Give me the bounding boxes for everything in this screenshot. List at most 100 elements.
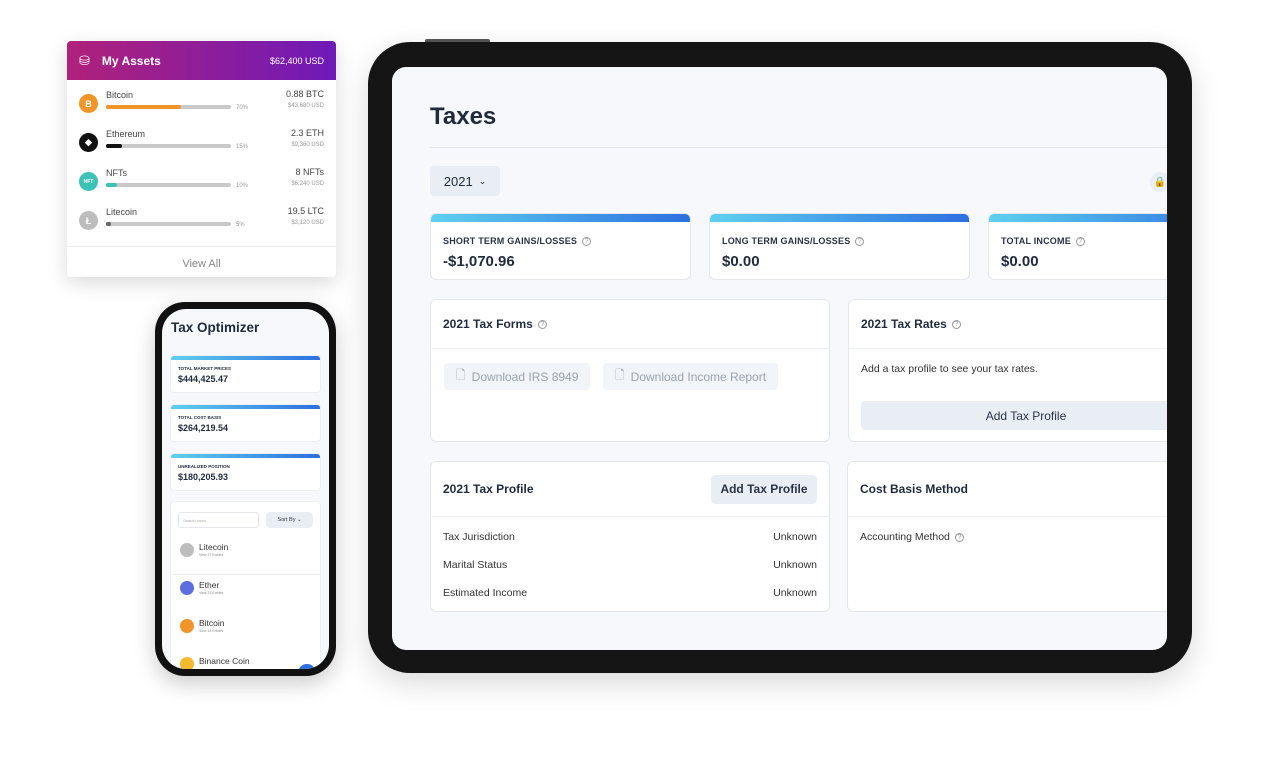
asset-percent: 5% xyxy=(236,222,245,228)
total-value: $62,400 USD xyxy=(269,55,324,66)
bitcoin-icon: B xyxy=(79,94,98,113)
coin-name: Litecoin xyxy=(199,542,229,552)
coin-name: Ether xyxy=(199,580,220,590)
asset-row[interactable]: ◆ Ethereum 15% 2.3 ETH $9,360 USD xyxy=(67,123,336,162)
asset-percent: 15% xyxy=(236,144,249,150)
row-value: Unknown xyxy=(773,559,817,571)
tablet-screen: Taxes 2021 ⌄ 🔒 SHORT TERM GAINS/LOSSES? -$… xyxy=(392,67,1167,650)
asset-amount: 0.88 BTC xyxy=(285,89,324,99)
coins-icon: ⛁ xyxy=(79,52,90,68)
stat-label: SHORT TERM GAINS/LOSSES xyxy=(443,236,578,246)
accounting-method-row: Accounting Method? xyxy=(848,523,1167,551)
card-label: TOTAL COST BASIS xyxy=(178,415,222,420)
widget-title: My Assets xyxy=(101,53,161,68)
coin-icon xyxy=(180,543,194,557)
asset-row[interactable]: Ł Litecoin 5% 19.5 LTC $3,120 USD xyxy=(67,201,336,240)
asset-amount: 2.3 ETH xyxy=(290,128,324,138)
row-value: Unknown xyxy=(773,531,817,543)
page-title: Taxes xyxy=(430,103,497,130)
row-label: Tax Jurisdiction xyxy=(443,531,515,543)
stat-value: $0.00 xyxy=(722,253,760,271)
search-input[interactable]: Search coins xyxy=(178,512,259,528)
summary-card: TOTAL COST BASIS $264,219.54 xyxy=(170,404,321,442)
profile-row: Estimated Income Unknown xyxy=(431,579,829,607)
button-label: Download Income Report xyxy=(630,369,767,384)
year-value: 2021 xyxy=(443,173,473,189)
card-label: UNREALIZED POSITION xyxy=(178,464,230,469)
coin-entries: View 27 Entries xyxy=(199,553,224,557)
help-icon[interactable]: ? xyxy=(855,237,865,247)
button-label: Download IRS 8949 xyxy=(471,369,579,384)
help-icon[interactable]: ? xyxy=(1075,237,1085,247)
document-icon: 🗋 xyxy=(615,368,625,382)
panel-title: 2021 Tax Profile xyxy=(443,482,534,496)
ethereum-icon: ◆ xyxy=(79,133,98,152)
coin-name: Bitcoin xyxy=(199,618,225,628)
asset-amount: 19.5 LTC xyxy=(287,206,324,216)
stat-label: TOTAL INCOME xyxy=(1001,236,1071,246)
card-value: $444,425.47 xyxy=(178,374,229,384)
stat-value: -$1,070.96 xyxy=(443,253,515,271)
download-income-report-button[interactable]: 🗋 Download Income Report xyxy=(603,363,779,390)
add-tax-profile-button[interactable]: Add Tax Profile xyxy=(861,401,1167,430)
tax-rates-panel: 2021 Tax Rates? Add a tax profile to see… xyxy=(848,299,1167,442)
year-dropdown[interactable]: 2021 ⌄ xyxy=(430,166,500,196)
profile-row: Marital Status Unknown xyxy=(431,551,829,579)
add-tax-profile-button[interactable]: Add Tax Profile xyxy=(711,474,817,504)
summary-card: TOTAL MARKET PRICES $444,425.47 xyxy=(170,355,321,393)
chevron-down-icon: ⌄ xyxy=(478,175,487,186)
lock-icon[interactable]: 🔒 xyxy=(1150,172,1167,192)
stat-long-term: LONG TERM GAINS/LOSSES? $0.00 xyxy=(709,213,970,280)
asset-usd: $3,120 USD xyxy=(291,220,324,226)
phone-screen: Tax Optimizer TOTAL MARKET PRICES $444,42… xyxy=(162,309,329,669)
card-value: $180,205.93 xyxy=(178,472,229,482)
cost-basis-panel: Cost Basis Method Accounting Method? xyxy=(847,461,1167,612)
coin-list-panel: Search coins Sort By ⌄ Litecoin View 27 … xyxy=(170,501,321,669)
coin-icon xyxy=(180,657,194,669)
panel-title: 2021 Tax Rates xyxy=(861,317,947,331)
coin-name: Binance Coin xyxy=(199,656,250,666)
help-icon[interactable]: ? xyxy=(954,532,964,542)
row-value: Unknown xyxy=(773,587,817,599)
asset-usd: $43,680 USD xyxy=(287,103,324,109)
help-icon[interactable]: ? xyxy=(537,319,547,329)
button-label: Sort By xyxy=(277,517,296,523)
card-label: TOTAL MARKET PRICES xyxy=(178,366,232,371)
asset-amount: 8 NFTs xyxy=(295,167,324,177)
asset-usd: $6,240 USD xyxy=(291,181,324,187)
allocation-bar xyxy=(106,144,231,148)
view-all-link[interactable]: View All xyxy=(67,246,336,277)
asset-row[interactable]: B Bitcoin 70% 0.88 BTC $43,680 USD xyxy=(67,84,336,123)
coin-entries: View 21 Entries xyxy=(199,591,224,595)
coin-icon xyxy=(180,581,194,595)
profile-row: Tax Jurisdiction Unknown xyxy=(431,523,829,551)
stat-value: $0.00 xyxy=(1001,253,1039,271)
coin-entries: View 14 Entries xyxy=(199,629,224,633)
tax-rates-text: Add a tax profile to see your tax rates. xyxy=(861,363,1038,375)
tablet-top-button xyxy=(425,39,490,44)
asset-name: Bitcoin xyxy=(106,90,134,100)
summary-card: UNREALIZED POSITION $180,205.93 xyxy=(170,453,321,491)
phone-title: Tax Optimizer xyxy=(171,320,260,335)
asset-row[interactable]: NFT NFTs 10% 8 NFTs $6,240 USD xyxy=(67,162,336,201)
tax-forms-panel: 2021 Tax Forms? 🗋 Download IRS 8949 🗋 Down… xyxy=(430,299,830,442)
divider xyxy=(430,147,1167,148)
help-icon[interactable]: ? xyxy=(951,319,961,329)
card-value: $264,219.54 xyxy=(178,423,229,433)
fab-button[interactable] xyxy=(298,664,316,669)
coin-icon xyxy=(180,619,194,633)
help-icon[interactable]: ? xyxy=(582,237,592,247)
asset-usd: $9,360 USD xyxy=(291,142,324,148)
row-label: Marital Status xyxy=(443,559,508,571)
asset-name: Litecoin xyxy=(106,207,138,217)
download-irs-8949-button[interactable]: 🗋 Download IRS 8949 xyxy=(444,363,591,390)
row-label: Estimated Income xyxy=(443,587,528,599)
sort-by-button[interactable]: Sort By ⌄ xyxy=(266,512,313,528)
stat-label: LONG TERM GAINS/LOSSES xyxy=(722,236,851,246)
stat-total-income: TOTAL INCOME? $0.00 xyxy=(988,213,1167,280)
asset-percent: 70% xyxy=(236,105,249,111)
allocation-bar xyxy=(106,222,231,226)
asset-name: NFTs xyxy=(106,168,127,178)
panel-title: Cost Basis Method xyxy=(860,482,969,496)
litecoin-icon: Ł xyxy=(79,211,98,230)
